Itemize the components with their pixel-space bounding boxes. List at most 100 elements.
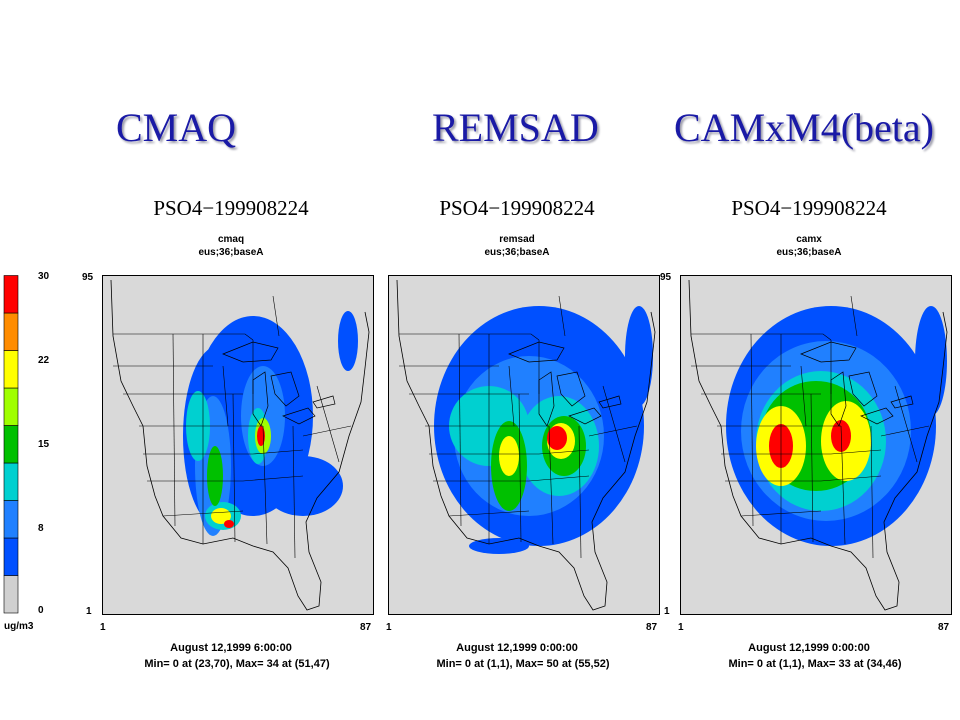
state-border xyxy=(880,425,930,437)
legend-band xyxy=(3,425,19,464)
state-border xyxy=(433,475,590,482)
panel-title: PSO4−199908224 xyxy=(731,196,887,220)
legend-tick-0: 0 xyxy=(38,605,44,616)
panel-date: August 12,1999 6:00:00 xyxy=(170,642,292,654)
legend-tick-8: 8 xyxy=(38,523,44,534)
y-tick-bottom: 1 xyxy=(664,606,670,617)
great-lake-outline xyxy=(538,371,555,427)
panel-date: August 12,1999 0:00:00 xyxy=(456,642,578,654)
x-tick-right: 87 xyxy=(938,622,950,633)
concentration-contour xyxy=(224,520,234,528)
panel-model: remsad xyxy=(499,234,535,245)
y-tick-bottom: 1 xyxy=(86,606,92,617)
panel-model: camx xyxy=(796,234,822,245)
state-border xyxy=(518,393,522,543)
legend-band xyxy=(3,462,19,501)
legend-band xyxy=(3,500,19,539)
great-lake-outline xyxy=(860,407,894,425)
concentration-contour xyxy=(831,420,851,452)
y-tick-top: 95 xyxy=(660,272,672,283)
concentration-contour xyxy=(207,446,223,506)
state-border xyxy=(578,425,582,559)
state-border xyxy=(721,449,882,455)
concentration-map xyxy=(102,275,374,615)
concentration-contour xyxy=(915,306,947,416)
state-border xyxy=(870,425,874,559)
state-border xyxy=(143,449,304,455)
state-border xyxy=(458,333,462,527)
x-tick-left: 1 xyxy=(678,622,684,633)
great-lake-outline xyxy=(830,371,847,427)
legend-band xyxy=(3,350,19,389)
legend-tick-30: 30 xyxy=(38,271,50,282)
great-lake-outline xyxy=(508,341,565,363)
state-border xyxy=(292,425,296,559)
panel-minmax: Min= 0 at (1,1), Max= 33 at (34,46) xyxy=(728,658,902,670)
panel-run: eus;36;baseA xyxy=(198,247,264,258)
legend-units: ug/m3 xyxy=(4,621,34,632)
state-border xyxy=(548,425,554,545)
great-lake-outline xyxy=(568,407,602,425)
state-border xyxy=(232,393,236,543)
great-lake-outline xyxy=(222,341,279,363)
state-border xyxy=(691,333,832,341)
legend-tick-22: 22 xyxy=(38,355,50,366)
state-border xyxy=(602,385,626,463)
legend-colorbar xyxy=(3,275,19,614)
y-tick-top: 95 xyxy=(82,272,94,283)
concentration-contour xyxy=(338,311,358,371)
coastline xyxy=(110,279,370,611)
state-border xyxy=(222,365,229,427)
panel-date: August 12,1999 0:00:00 xyxy=(748,642,870,654)
map-panel-remsad: PSO4−199908224 remsad eus;36;baseA 1 87 … xyxy=(372,190,662,690)
state-border xyxy=(725,475,882,482)
great-lake-outline xyxy=(282,407,316,425)
great-lake-outline xyxy=(270,371,300,407)
concentration-map xyxy=(388,275,660,615)
panel-run: eus;36;baseA xyxy=(484,247,550,258)
map-panel-camx: PSO4−199908224 camx eus;36;baseA 95 1 1 … xyxy=(660,190,954,690)
state-border xyxy=(588,425,638,437)
x-tick-left: 1 xyxy=(100,622,106,633)
great-lake-outline xyxy=(556,371,586,407)
concentration-contour xyxy=(469,538,529,554)
state-border xyxy=(316,385,340,463)
concentration-contour xyxy=(547,426,567,450)
great-lake-outline xyxy=(890,395,914,409)
x-tick-right: 87 xyxy=(646,622,658,633)
concentration-contour xyxy=(499,436,519,476)
concentration-map xyxy=(680,275,952,615)
great-lake-outline xyxy=(598,395,622,409)
map-panel-cmaq: PSO4−199908224 cmaq eus;36;baseA 95 1 1 … xyxy=(82,190,376,690)
legend-band xyxy=(3,575,19,614)
state-border xyxy=(840,425,846,545)
map-canvas xyxy=(688,279,948,611)
state-border xyxy=(508,365,515,427)
legend-band xyxy=(3,312,19,351)
map-canvas xyxy=(396,279,656,611)
heading-remsad: REMSAD xyxy=(432,105,599,150)
state-border xyxy=(113,333,254,341)
panel-model: cmaq xyxy=(217,234,245,245)
state-border xyxy=(147,475,304,482)
state-border xyxy=(894,385,918,463)
state-border xyxy=(262,425,268,545)
map-canvas xyxy=(110,279,370,611)
panel-title: PSO4−199908224 xyxy=(439,196,595,220)
panel-minmax: Min= 0 at (23,70), Max= 34 at (51,47) xyxy=(144,658,330,670)
heading-cmaq: CMAQ xyxy=(116,105,237,150)
great-lake-outline xyxy=(252,371,269,427)
coastline xyxy=(688,279,948,611)
state-border xyxy=(800,365,807,427)
state-border xyxy=(172,333,176,527)
state-border xyxy=(302,425,352,437)
panel-minmax: Min= 0 at (1,1), Max= 50 at (55,52) xyxy=(436,658,610,670)
state-border xyxy=(810,393,814,543)
great-lake-outline xyxy=(312,395,336,409)
concentration-contour xyxy=(263,456,343,516)
concentration-contour xyxy=(625,306,653,406)
panel-run: eus;36;baseA xyxy=(776,247,842,258)
panel-title: PSO4−199908224 xyxy=(153,196,309,220)
legend-band xyxy=(3,387,19,426)
state-border xyxy=(750,333,754,527)
